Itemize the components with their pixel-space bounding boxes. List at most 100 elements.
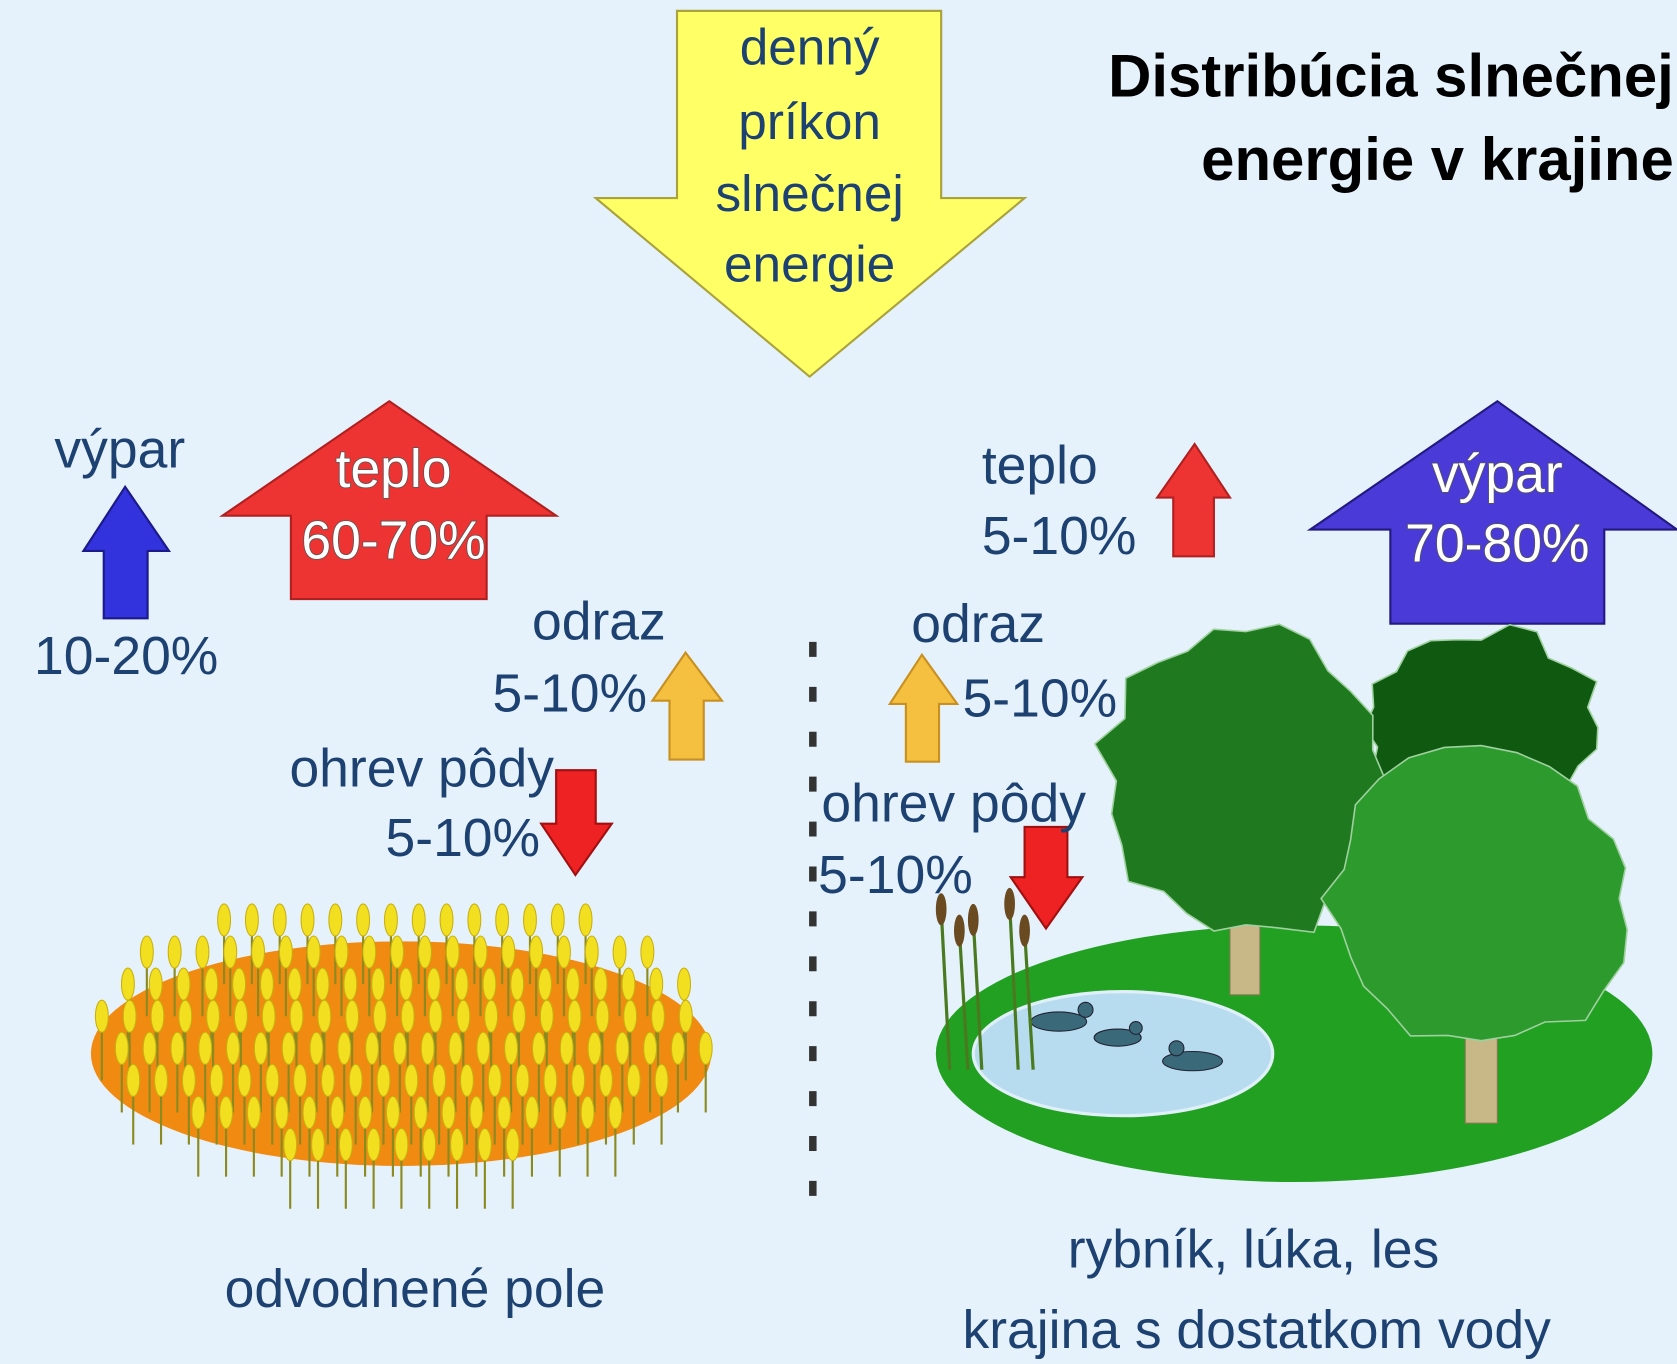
wheat-ear bbox=[247, 1096, 260, 1128]
wheat-ear bbox=[266, 1064, 279, 1096]
wheat-ear bbox=[227, 1032, 240, 1064]
wheat-ear bbox=[553, 1096, 566, 1128]
wheat-ear bbox=[568, 1000, 581, 1032]
wheat-ear bbox=[318, 1000, 331, 1032]
wheat-ear bbox=[524, 904, 537, 936]
page: Distribúcia slnečnej energie v krajine {… bbox=[0, 0, 1677, 1364]
wheat-ear bbox=[316, 968, 329, 1000]
wheat-ear bbox=[496, 904, 509, 936]
title: energie v krajine bbox=[1201, 126, 1674, 193]
wheat-ear bbox=[498, 1096, 511, 1128]
wheat-ear bbox=[405, 1064, 418, 1096]
wheat-ear bbox=[418, 936, 431, 968]
diagram: denný príkon slnečnej energie Distribúci… bbox=[0, 0, 1677, 1364]
wheat-ear bbox=[502, 936, 515, 968]
reed-head bbox=[1019, 915, 1030, 947]
wheat-ear bbox=[616, 1032, 629, 1064]
wheat-ear bbox=[329, 904, 342, 936]
value: 60-70% bbox=[301, 511, 485, 570]
wheat-ear bbox=[367, 1129, 380, 1161]
wheat-ear bbox=[234, 1000, 247, 1032]
wheat-ear bbox=[321, 1064, 334, 1096]
wheat-ear bbox=[372, 968, 385, 1000]
wheat-ear bbox=[196, 936, 209, 968]
wheat-ear bbox=[155, 1064, 168, 1096]
wheat-ear bbox=[149, 968, 162, 1000]
wheat-ear bbox=[451, 1129, 464, 1161]
wheat-ear bbox=[624, 1000, 637, 1032]
label: odraz bbox=[532, 593, 666, 652]
wheat-ear bbox=[245, 904, 258, 936]
value: 10-20% bbox=[34, 627, 218, 686]
wheat-ear bbox=[585, 936, 598, 968]
wheat-ear bbox=[594, 968, 607, 1000]
wheat-ear bbox=[440, 904, 453, 936]
wheat-ear bbox=[526, 1096, 539, 1128]
wheat-ear bbox=[115, 1032, 128, 1064]
wheat-ear bbox=[374, 1000, 387, 1032]
wheat-ear bbox=[672, 1032, 685, 1064]
wheat-ear bbox=[339, 1129, 352, 1161]
wheat-ear bbox=[275, 1096, 288, 1128]
body: denný príkon slnečnej energie Distribúci… bbox=[0, 0, 1677, 1364]
wheat-ear bbox=[427, 968, 440, 1000]
wheat-ear bbox=[511, 968, 524, 1000]
label: ohrev pôdy bbox=[289, 739, 554, 798]
value: 5-10% bbox=[963, 670, 1118, 729]
wheat-ear bbox=[478, 1129, 491, 1161]
wheat-ear bbox=[199, 1032, 212, 1064]
wheat-ear bbox=[310, 1032, 323, 1064]
wheat-ear bbox=[262, 1000, 275, 1032]
wheat-ear bbox=[335, 936, 348, 968]
wheat-ear bbox=[207, 1000, 220, 1032]
sun-label: príkon bbox=[738, 93, 881, 150]
wheat-ear bbox=[699, 1032, 712, 1064]
wheat-ear bbox=[218, 904, 231, 936]
caption: odvodnené pole bbox=[225, 1260, 606, 1319]
wheat-ear bbox=[273, 904, 286, 936]
wheat-ear bbox=[121, 968, 134, 1000]
wheat-ear bbox=[331, 1096, 344, 1128]
wheat-ear bbox=[627, 1064, 640, 1096]
wheat-ear bbox=[210, 1064, 223, 1096]
label: výpar bbox=[1432, 445, 1563, 504]
wheat-ear bbox=[288, 968, 301, 1000]
wheat-ear bbox=[238, 1064, 251, 1096]
value: 5-10% bbox=[982, 507, 1137, 566]
wheat-ear bbox=[558, 936, 571, 968]
wheat-ear bbox=[400, 968, 413, 1000]
label: ohrev pôdy bbox=[821, 775, 1086, 834]
wheat-ear bbox=[224, 936, 237, 968]
wheat-ear bbox=[261, 968, 274, 1000]
wheat-ear bbox=[401, 1000, 414, 1032]
wheat-ear bbox=[579, 904, 592, 936]
wheat-ear bbox=[179, 1000, 192, 1032]
wheat-ear bbox=[678, 968, 691, 1000]
wheat-ear bbox=[412, 904, 425, 936]
wheat-ear bbox=[349, 1064, 362, 1096]
wheat-ear bbox=[544, 1064, 557, 1096]
wheat-ear bbox=[449, 1032, 462, 1064]
wheat-ear bbox=[622, 968, 635, 1000]
title: Distribúcia slnečnej bbox=[1108, 42, 1674, 109]
wheat-ear bbox=[641, 936, 654, 968]
wheat-ear bbox=[290, 1000, 303, 1032]
wheat-ear bbox=[140, 936, 153, 968]
wheat-ear bbox=[468, 904, 481, 936]
wheat-ear bbox=[483, 968, 496, 1000]
wheat-ear bbox=[513, 1000, 526, 1032]
wheat-ear bbox=[530, 936, 543, 968]
wheat-ear bbox=[588, 1032, 601, 1064]
label: výpar bbox=[54, 421, 185, 480]
wheat-ear bbox=[505, 1032, 518, 1064]
wheat-ear bbox=[301, 904, 314, 936]
wheat-ear bbox=[423, 1129, 436, 1161]
caption: krajina s dostatkom vody bbox=[962, 1301, 1551, 1360]
wheat-ear bbox=[307, 936, 320, 968]
wheat-ear bbox=[254, 1032, 267, 1064]
wheat-ear bbox=[613, 936, 626, 968]
wheat-ear bbox=[294, 1064, 307, 1096]
wheat-ear bbox=[143, 1032, 156, 1064]
wheat-ear bbox=[282, 1032, 295, 1064]
wheat-ear bbox=[252, 936, 265, 968]
